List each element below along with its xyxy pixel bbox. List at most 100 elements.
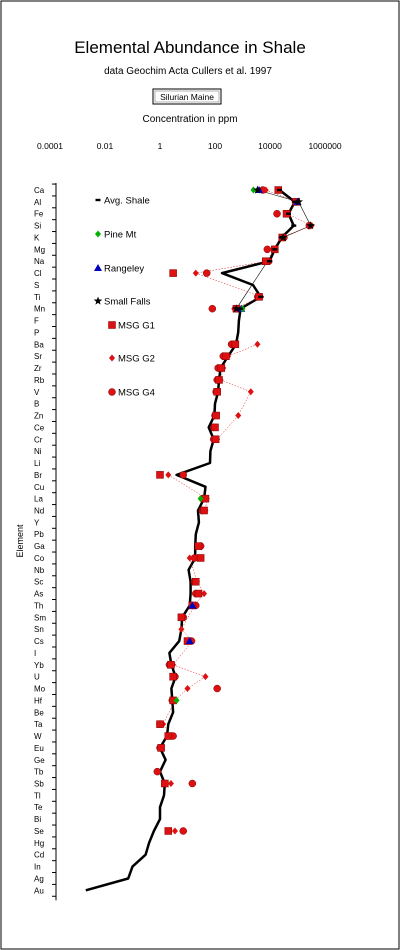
y-axis — [52, 183, 57, 901]
silurian-maine-button-label: Silurian Maine — [160, 92, 214, 102]
msg-g1-point — [231, 340, 240, 349]
avg-shale-point — [291, 224, 297, 227]
msg-g2-point — [262, 186, 269, 194]
msg-g2-point — [184, 685, 191, 693]
legend-marker-avg-shale — [95, 198, 101, 202]
y-tick-label: Zn — [34, 412, 43, 421]
x-tick-label: 10000 — [258, 141, 282, 151]
pine-mt-point — [173, 696, 180, 704]
y-tick-label: Li — [34, 459, 40, 468]
y-tick-label: Ni — [34, 447, 42, 456]
rangeley-point — [185, 637, 194, 645]
small-falls-connector — [298, 201, 311, 226]
msg-g1-point — [194, 542, 203, 550]
legend-label-rangeley: Rangeley — [104, 264, 144, 275]
y-tick-label: Al — [34, 198, 41, 207]
msg-g1-point — [161, 779, 169, 788]
msg-g2-point — [167, 780, 174, 787]
msg-g2-connector — [238, 391, 251, 416]
y-tick-label: Ca — [34, 186, 45, 195]
msg-g1-point — [177, 613, 186, 622]
y-tick-label: Cl — [34, 269, 42, 278]
msg-g2-point — [202, 673, 209, 681]
y-tick-label: Ge — [34, 756, 45, 765]
y-tick-label: Cu — [34, 483, 44, 492]
pine-mt-point — [197, 495, 204, 503]
msg-g1-point — [213, 388, 221, 396]
y-tick-label: Na — [34, 257, 45, 266]
y-tick-label: Ce — [34, 423, 45, 432]
msg-g1-point — [164, 732, 173, 740]
y-tick-label: Cr — [34, 435, 43, 444]
data-points — [153, 185, 315, 835]
legend-label-pine-mt: Pine Mt — [104, 230, 137, 241]
avg-shale-point — [238, 307, 244, 310]
msg-g2-point — [192, 269, 199, 277]
msg-g4-point — [188, 779, 197, 788]
msg-g4-point — [273, 209, 281, 218]
silurian-maine-button[interactable]: Silurian Maine — [152, 88, 222, 105]
msg-g2-connector — [228, 344, 258, 357]
y-tick-label: Ta — [34, 720, 43, 729]
msg-g4-point — [179, 827, 187, 835]
y-tick-label: S — [34, 281, 39, 290]
y-tick-label: Ba — [34, 340, 44, 349]
average-shale-line — [85, 189, 297, 892]
y-tick-label: Br — [34, 471, 42, 480]
msg-g4-point — [179, 471, 187, 479]
legend-label-msg-g2: MSG G2 — [118, 354, 155, 365]
msg-g1-point — [164, 827, 173, 835]
msg-g2-point — [254, 340, 261, 348]
msg-g4-point — [153, 767, 162, 776]
msg-g1-point — [167, 661, 175, 669]
msg-g2-point — [178, 625, 185, 633]
y-tick-label: Ga — [34, 542, 45, 551]
y-tick-label: In — [34, 863, 41, 872]
legend-marker-rangeley — [94, 264, 102, 271]
msg-g4-point — [208, 304, 217, 313]
y-tick-label: Yb — [34, 661, 44, 670]
msg-g1-point — [212, 411, 220, 420]
msg-g2-point — [186, 554, 193, 562]
y-tick-label: Ti — [34, 293, 41, 302]
msg-g1-point — [196, 554, 205, 562]
y-tick-label: Cs — [34, 637, 44, 646]
y-tick-label: Ag — [34, 874, 44, 883]
y-tick-label: Th — [34, 601, 43, 610]
x-tick-labels: 0.0001 0.01 1 100 10000 1000000 — [37, 141, 342, 151]
small-falls-point — [306, 221, 315, 230]
msg-g2-connector — [162, 724, 172, 737]
x-tick-label: 0.01 — [97, 141, 114, 151]
msg-g1-point — [217, 364, 226, 372]
y-tick-label: U — [34, 673, 40, 682]
msg-g1-point — [200, 506, 208, 515]
y-tick-label: Zr — [34, 364, 42, 373]
legend-label-msg-g1: MSG G1 — [118, 321, 155, 332]
msg-g1-point — [169, 672, 177, 681]
msg-g2-connector — [195, 272, 262, 298]
rangeley-point — [188, 601, 197, 609]
msg-g4-point — [213, 684, 221, 693]
legend-label-msg-g4: MSG G4 — [118, 388, 155, 399]
msg-g1-point — [211, 435, 220, 444]
y-tick-label: Mo — [34, 685, 46, 694]
msg-g2-connector — [223, 356, 229, 369]
y-tick-label: Y — [34, 518, 40, 527]
y-tick-label: Eu — [34, 744, 44, 753]
chart-subtitle: data Geochim Acta Cullers et al. 1997 — [104, 66, 272, 77]
x-tick-label: 0.0001 — [37, 141, 63, 151]
msg-g2-connector — [187, 676, 206, 689]
msg-g1-point — [192, 577, 200, 586]
small-falls-point — [294, 197, 303, 206]
y-tick-label: Rb — [34, 376, 45, 385]
x-tick-label: 1 — [158, 141, 163, 151]
y-tick-label: Cd — [34, 851, 44, 860]
chart-title: Elemental Abundance in Shale — [74, 38, 306, 57]
y-tick-label: Sm — [34, 613, 46, 622]
y-tick-label: Co — [34, 554, 45, 563]
y-tick-label: V — [34, 388, 40, 397]
y-tick-label: Mn — [34, 305, 45, 314]
msg-g2-point — [171, 827, 178, 835]
msg-g2-connector — [272, 237, 282, 250]
